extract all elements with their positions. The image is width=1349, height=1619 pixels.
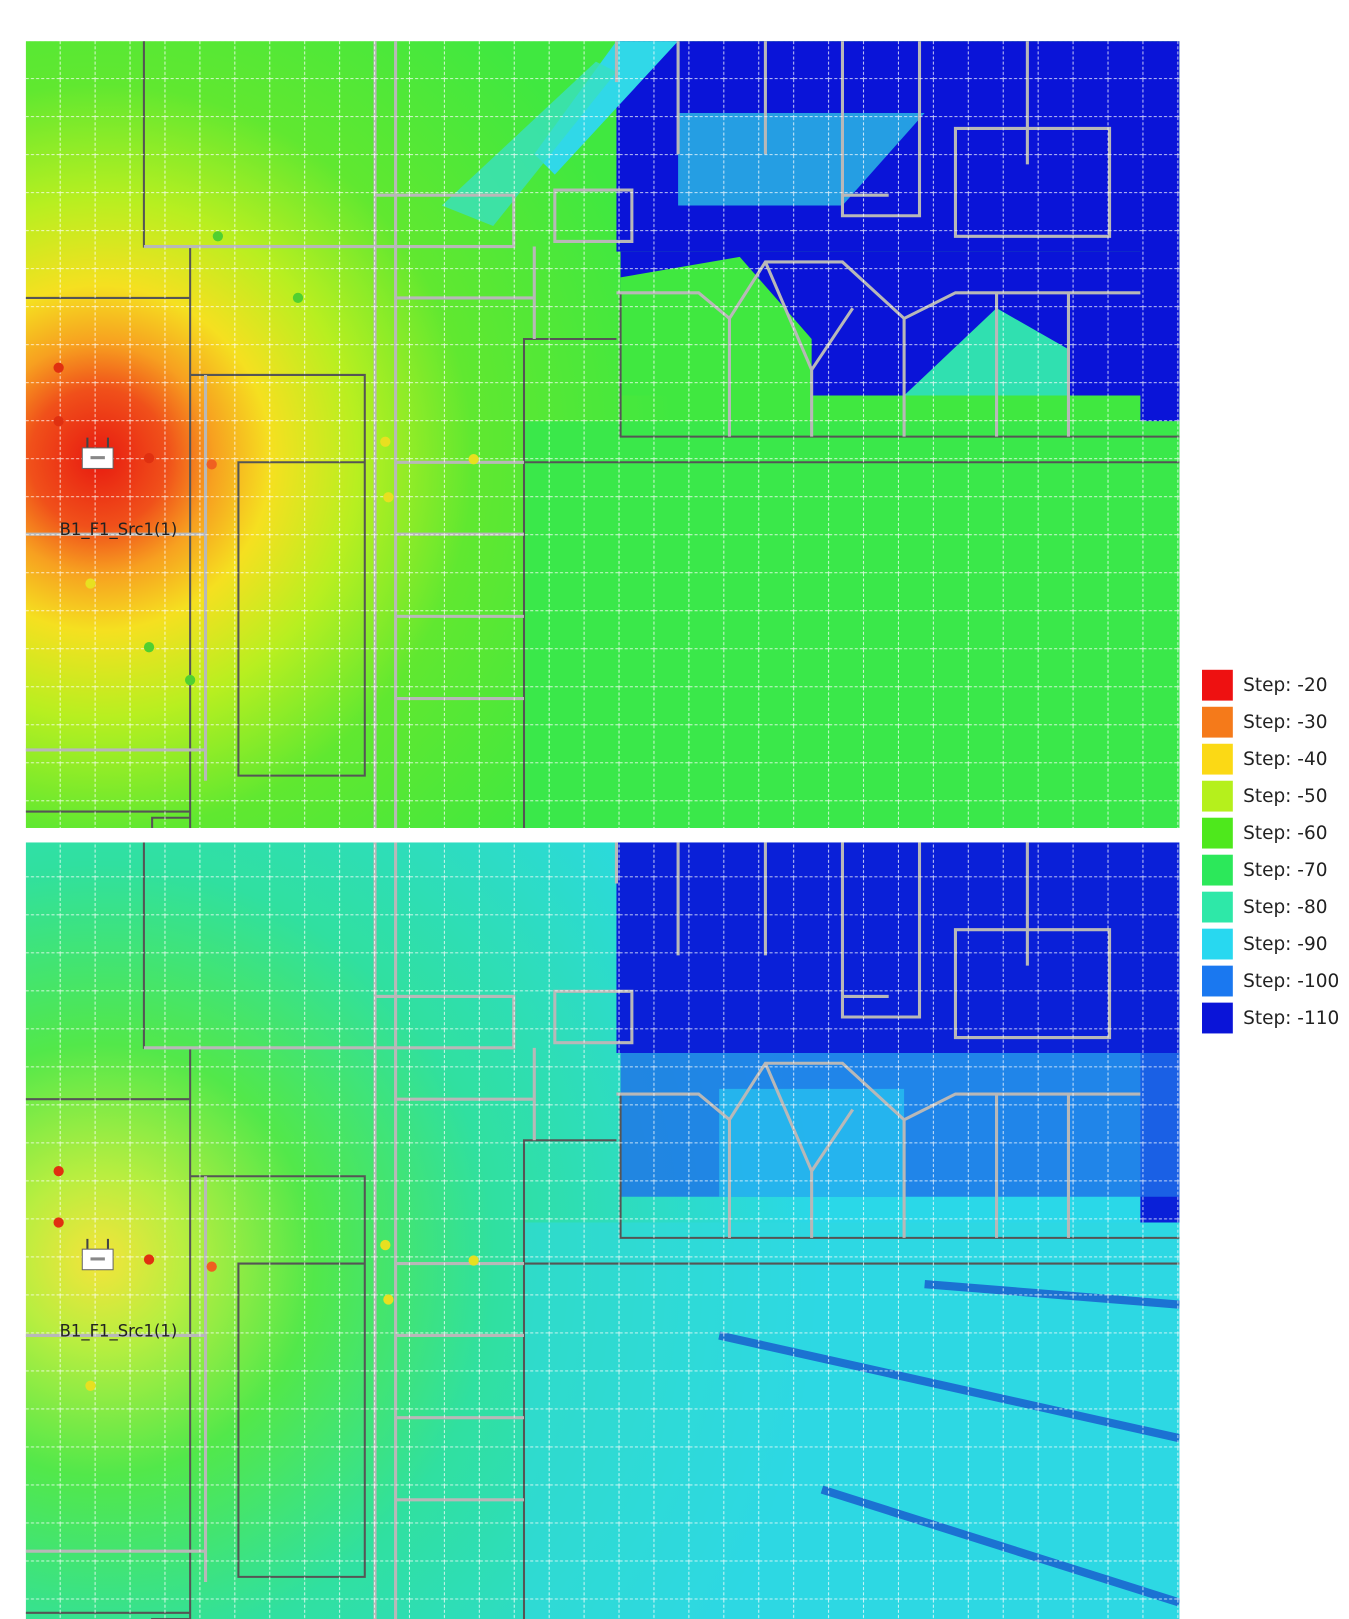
legend-swatch [1202, 966, 1233, 997]
coverage-map: B1_F1_Src1(1) B1_F1_Src1(1) Step: -20Ste… [0, 0, 1349, 1619]
coverage-panel [26, 41, 1180, 869]
legend-swatch [1202, 670, 1233, 701]
legend-label: Step: -90 [1243, 934, 1327, 955]
coverage-panel [26, 842, 1180, 1619]
legend-swatch [1202, 707, 1233, 738]
legend-swatch [1202, 892, 1233, 923]
legend-swatch [1202, 781, 1233, 812]
source-label: B1_F1_Src1(1) [60, 520, 178, 540]
legend-label: Step: -30 [1243, 712, 1327, 733]
legend-swatch [1202, 1003, 1233, 1034]
page: B1_F1_Src1(1) B1_F1_Src1(1) Step: -20Ste… [0, 0, 1349, 1619]
legend-label: Step: -100 [1243, 971, 1339, 992]
legend-label: Step: -40 [1243, 749, 1327, 770]
legend-swatch [1202, 929, 1233, 960]
legend-swatch [1202, 744, 1233, 775]
legend-label: Step: -110 [1243, 1008, 1339, 1029]
legend-swatch [1202, 855, 1233, 886]
legend: Step: -20 Step: -30 Step: -40 Step: -50 Step… [1202, 670, 1339, 1034]
legend-label: Step: -50 [1243, 786, 1327, 807]
legend-label: Step: -80 [1243, 897, 1327, 918]
legend-label: Step: -70 [1243, 860, 1327, 881]
legend-swatch [1202, 818, 1233, 849]
legend-label: Step: -60 [1243, 823, 1327, 844]
legend-label: Step: -20 [1243, 675, 1327, 696]
source-label: B1_F1_Src1(1) [60, 1321, 178, 1341]
